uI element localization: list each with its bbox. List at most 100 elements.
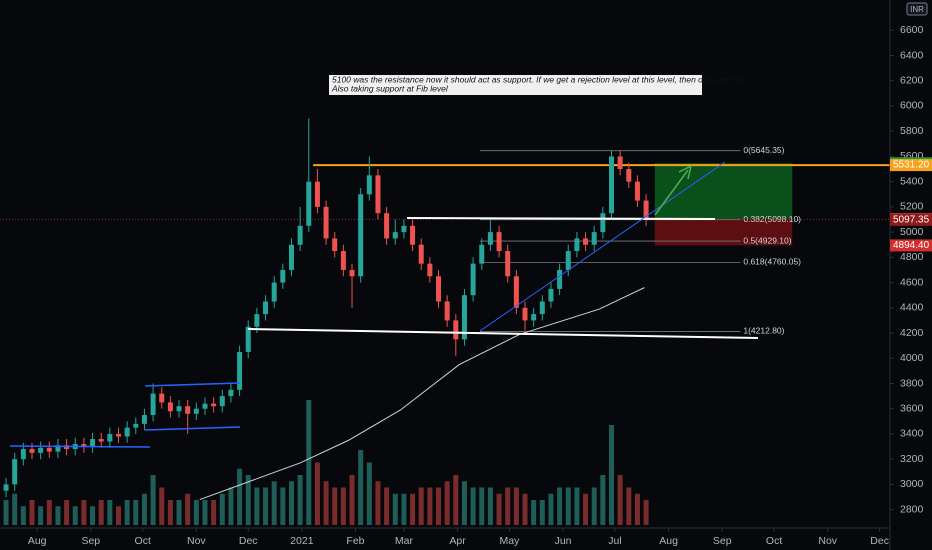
volume-bar [358, 450, 364, 525]
volume-bar [55, 506, 61, 525]
candle-body [531, 314, 537, 321]
candle-body [643, 200, 649, 220]
fib-label: 0.5(4929.10) [743, 235, 791, 245]
volume-bar [167, 500, 173, 525]
x-tick-label: Feb [346, 535, 364, 547]
candle-body [479, 244, 485, 264]
price-marker-label: 5097.35 [893, 214, 930, 225]
candle-body [150, 393, 156, 416]
y-tick-label: 5200 [900, 201, 924, 213]
volume-bar [12, 493, 18, 525]
volume-bar [280, 487, 286, 525]
volume-bar [29, 500, 35, 525]
candle-body [202, 403, 208, 409]
volume-bar [81, 500, 87, 525]
volume-bar [513, 487, 519, 525]
volume-bar [496, 493, 502, 525]
volume-bar [314, 462, 320, 525]
candle-body [583, 238, 589, 245]
volume-bar [384, 487, 390, 525]
y-tick-label: 6600 [900, 24, 924, 36]
volume-bar [565, 487, 571, 525]
volume-bar [600, 475, 606, 525]
y-tick-label: 4400 [900, 302, 924, 314]
currency-box[interactable] [906, 2, 928, 16]
y-tick-label: 2800 [900, 503, 924, 515]
volume-bar [392, 493, 398, 525]
candle-body [306, 181, 312, 226]
volume-bar [418, 487, 424, 525]
annotation[interactable]: 5100 was the resistance now it should ac… [329, 74, 746, 95]
candle-body [12, 459, 18, 485]
candle-body [297, 225, 303, 245]
x-tick-label: Apr [449, 535, 466, 547]
candle-body [608, 156, 614, 214]
candle-body [617, 156, 623, 170]
candle-body [38, 447, 44, 453]
candle-body [3, 484, 9, 491]
volume-bar [591, 487, 597, 525]
candle-body [591, 232, 597, 245]
volume-bar [90, 506, 96, 525]
volume-bar [124, 500, 130, 525]
x-tick-label: Sep [713, 535, 732, 547]
y-tick-label: 3800 [900, 377, 924, 389]
candle-body [487, 232, 493, 245]
y-tick-label: 4200 [900, 327, 924, 339]
volume-bar [185, 493, 191, 525]
candle-body [470, 263, 476, 296]
candle-body [107, 433, 113, 442]
y-tick-label: 3400 [900, 428, 924, 440]
candle-body [141, 415, 147, 424]
candle-body [444, 301, 450, 321]
annotation-line: 5100 was the resistance now it should ac… [332, 74, 746, 84]
volume-bar [479, 487, 485, 525]
x-tick-label: Oct [766, 535, 782, 547]
candle-body [98, 438, 104, 442]
volume-bar [539, 500, 545, 525]
volume-bar [410, 493, 416, 525]
candle-body [522, 307, 528, 321]
plot: 0(5645.35) 0.382(5098.10) 0.5(4929.10) 0.61… [0, 118, 890, 525]
y-tick-label: 3600 [900, 402, 924, 414]
volume-bar [505, 487, 511, 525]
volume-bar [401, 493, 407, 525]
candle-body [263, 301, 269, 315]
candle-body [557, 269, 563, 289]
candle-body [176, 406, 182, 412]
x-tick-label: May [500, 535, 521, 547]
volume-bar [237, 468, 243, 525]
candle-body [280, 269, 286, 283]
volume-bar [608, 425, 614, 525]
candle-body [64, 445, 70, 450]
x-tick-label: Jul [608, 535, 621, 547]
volume-bar [470, 487, 476, 525]
volume-bar [150, 475, 156, 525]
volume-bar [522, 493, 528, 525]
volume-bar [64, 500, 70, 525]
candle-body [237, 351, 243, 390]
volume-bar [375, 481, 381, 525]
volume-bar [617, 475, 623, 525]
candle-body [159, 393, 165, 403]
candle-body [349, 269, 355, 277]
fib-label: 1(4212.80) [743, 326, 784, 336]
candle-body [55, 445, 61, 452]
candle-body [548, 288, 554, 302]
candle-body [288, 244, 294, 270]
candle-body [185, 406, 191, 414]
candle-body [375, 175, 381, 214]
y-tick-label: 4600 [900, 276, 924, 288]
candle-body [72, 444, 78, 450]
candle-body [427, 263, 433, 277]
candle-body [271, 282, 277, 302]
volume-bar [245, 475, 251, 525]
volume-bar [366, 462, 372, 525]
candle-body [384, 213, 390, 239]
candle-body [211, 403, 217, 407]
volume-bar [20, 506, 26, 525]
x-tick-label: Nov [187, 535, 206, 547]
x-tick-label: Dec [870, 535, 889, 547]
price-marker [890, 159, 932, 172]
